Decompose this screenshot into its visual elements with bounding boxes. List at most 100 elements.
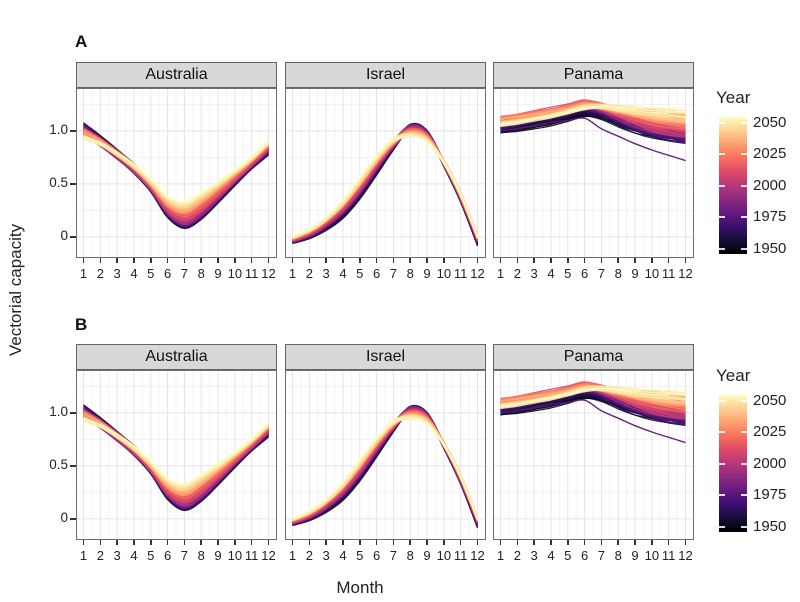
y-axis-tick (70, 236, 76, 238)
x-axis-tick-label: 1 (79, 548, 88, 563)
x-axis-tick-label: 4 (547, 266, 555, 281)
facet-strip: Australia (76, 62, 277, 88)
x-axis-tick-label: 11 (661, 548, 676, 563)
x-axis-tick-label: 3 (530, 266, 538, 281)
x-axis-tick (359, 258, 361, 263)
x-axis-tick (116, 540, 118, 545)
y-axis-tick-label: 0.5 (49, 174, 68, 190)
x-axis-tick (617, 540, 619, 545)
x-axis-tick (550, 540, 552, 545)
x-axis-tick (651, 540, 653, 545)
line-chart (76, 370, 277, 540)
x-axis-tick-label: 8 (406, 548, 414, 563)
x-axis-tick-label: 6 (372, 548, 381, 563)
x-axis-tick-label: 5 (356, 266, 364, 281)
outlier-series-line (500, 399, 686, 444)
x-axis-tick (82, 540, 85, 545)
x-axis-tick-label: 5 (147, 266, 155, 281)
legend-colorbar-tick (741, 494, 747, 496)
x-axis-tick-label: 10 (644, 548, 660, 563)
panel-border (493, 370, 694, 540)
x-axis-tick-label: 4 (339, 548, 347, 563)
x-axis-tick (476, 540, 479, 545)
legend-colorbar-tick (741, 184, 747, 187)
x-axis-tick-label: 10 (436, 548, 452, 563)
x-axis-tick-label: 7 (389, 548, 398, 563)
x-axis-tick-label: 6 (372, 266, 381, 281)
y-axis-title: Vectorial capacity (6, 223, 25, 357)
x-axis-tick (217, 540, 219, 545)
x-axis-tick-label: 10 (227, 548, 243, 563)
x-axis-tick (443, 258, 445, 263)
facet-strip: Panama (493, 62, 694, 88)
facet-plot (493, 88, 694, 258)
x-axis-tick (183, 540, 186, 545)
x-axis-tick (634, 540, 636, 545)
y-axis-tick-label: 1.0 (49, 121, 68, 137)
x-axis-tick (267, 258, 270, 263)
series-line (83, 418, 269, 485)
legend-colorbar-tick (719, 399, 725, 402)
y-axis-tick (70, 183, 76, 185)
x-axis-tick-label: 3 (322, 266, 330, 281)
line-chart (285, 370, 486, 540)
series-line (292, 135, 479, 237)
x-axis-tick (533, 258, 535, 263)
x-axis-tick (567, 258, 569, 263)
x-axis-tick (499, 258, 502, 263)
x-axis-tick (600, 540, 603, 545)
y-axis-tick-label: 0 (60, 509, 68, 525)
x-axis-tick (375, 540, 378, 545)
x-axis-tick (567, 540, 569, 545)
x-axis-tick (583, 258, 586, 263)
x-axis-tick-label: 8 (197, 266, 205, 281)
legend-colorbar-tick (719, 216, 725, 218)
series-line (500, 387, 686, 407)
x-axis-tick-label: 11 (661, 266, 676, 281)
outlier-series-line (500, 117, 686, 162)
x-axis-tick (325, 258, 327, 263)
facet-strip: Panama (493, 344, 694, 370)
legend-colorbar-tick (719, 184, 725, 187)
x-axis-tick-label: 6 (163, 548, 172, 563)
series-line (292, 417, 479, 519)
legend-colorbar-tick (741, 462, 747, 465)
x-axis-tick (234, 258, 236, 263)
x-axis-tick (133, 540, 135, 545)
x-axis-tick (600, 258, 603, 263)
facet-title: Israel (365, 66, 406, 83)
x-axis-tick-label: 4 (130, 266, 138, 281)
legend-colorbar-tick (719, 247, 725, 250)
x-axis-tick-label: 7 (180, 266, 189, 281)
legend-colorbar-tick (719, 494, 725, 496)
x-axis-tick (183, 258, 186, 263)
x-axis-tick (133, 258, 135, 263)
x-axis-tick-label: 12 (470, 548, 485, 563)
x-axis-tick-label: 7 (597, 548, 606, 563)
legend-tick-label: 2050 (753, 391, 787, 409)
legend-tick-label: 1975 (753, 208, 787, 225)
facet-plot (76, 88, 277, 258)
legend-tick-label: 2025 (753, 423, 787, 440)
legend-colorbar-tick (741, 399, 747, 402)
line-chart (76, 88, 277, 258)
panel-border (285, 370, 486, 540)
x-axis-tick (99, 540, 102, 545)
x-axis-tick (617, 258, 619, 263)
legend-tick-label: 1975 (753, 486, 787, 503)
facet-plot (76, 370, 277, 540)
x-axis-tick (325, 540, 327, 545)
x-axis-tick (684, 258, 687, 263)
x-axis-tick-label: 2 (96, 548, 104, 563)
x-axis-tick (426, 258, 428, 263)
x-axis-tick (359, 540, 361, 545)
y-axis-tick-label: 0.5 (49, 456, 68, 472)
panel-border (493, 88, 694, 258)
panel-border (76, 370, 277, 540)
facet-australia-b: Australia 1 2 3 4 5 6 7 8 9 10 11 12 (76, 344, 277, 563)
legend-title-a: Year (716, 88, 751, 107)
x-axis-tick-label: 5 (356, 548, 364, 563)
legend-colorbar-tick (741, 216, 747, 218)
x-axis-tick (166, 540, 169, 545)
